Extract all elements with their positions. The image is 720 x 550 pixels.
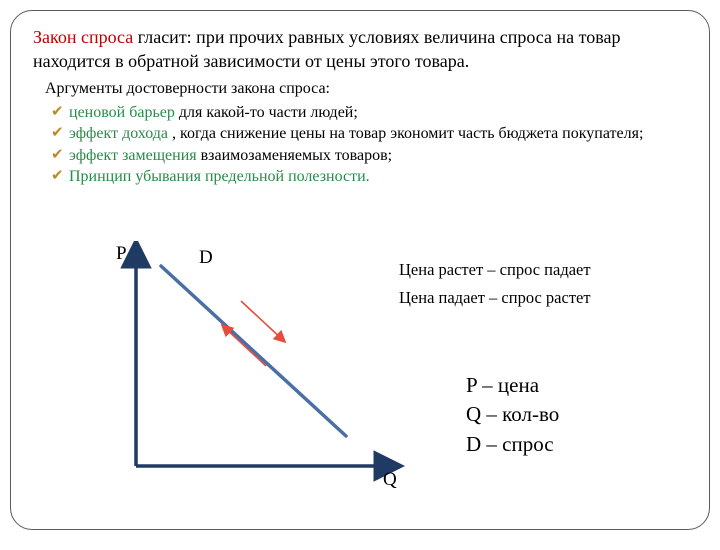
- axis-label-p: P: [116, 243, 127, 265]
- arguments-list: ценовой барьер для какой-то части людей;…: [33, 102, 687, 188]
- arg-rest: взаимозаменяемых товаров;: [201, 147, 392, 164]
- arg-rest: , когда снижение цены на товар экономит …: [172, 125, 643, 142]
- arg-term: Принцип убывания предельной полезности.: [69, 168, 370, 185]
- curve-label-d: D: [199, 247, 213, 269]
- axis-label-q: Q: [383, 469, 397, 491]
- arrow-up-icon: [223, 326, 266, 366]
- chart-svg: [91, 241, 411, 501]
- arg-term: ценовой барьер: [69, 104, 179, 121]
- list-item: ценовой барьер для какой-то части людей;: [51, 102, 687, 124]
- legend-line: D – спрос: [466, 430, 559, 459]
- list-item: эффект замещения взаимозаменяемых товаро…: [51, 145, 687, 167]
- legend-line: P – цена: [466, 371, 559, 400]
- slide-frame: Закон спроса гласит: при прочих равных у…: [10, 10, 710, 530]
- subheading: Аргументы достоверности закона спроса:: [45, 80, 687, 98]
- heading-emphasis: Закон спроса: [33, 27, 133, 47]
- arg-rest: для какой-то части людей;: [179, 104, 358, 121]
- list-item: эффект дохода , когда снижение цены на т…: [51, 123, 687, 145]
- arrow-down-icon: [241, 301, 284, 341]
- note-line: Цена растет – спрос падает: [399, 256, 591, 284]
- note-line: Цена падает – спрос растет: [399, 284, 591, 312]
- arg-term: эффект замещения: [69, 147, 201, 164]
- demand-line: [161, 266, 346, 436]
- list-item: Принцип убывания предельной полезности.: [51, 166, 687, 188]
- heading: Закон спроса гласит: при прочих равных у…: [33, 25, 687, 74]
- arg-term: эффект дохода: [69, 125, 172, 142]
- legend-line: Q – кол-во: [466, 400, 559, 429]
- demand-chart: P D Q: [91, 241, 411, 501]
- chart-notes: Цена растет – спрос падает Цена падает –…: [399, 256, 591, 312]
- legend: P – цена Q – кол-во D – спрос: [466, 371, 559, 459]
